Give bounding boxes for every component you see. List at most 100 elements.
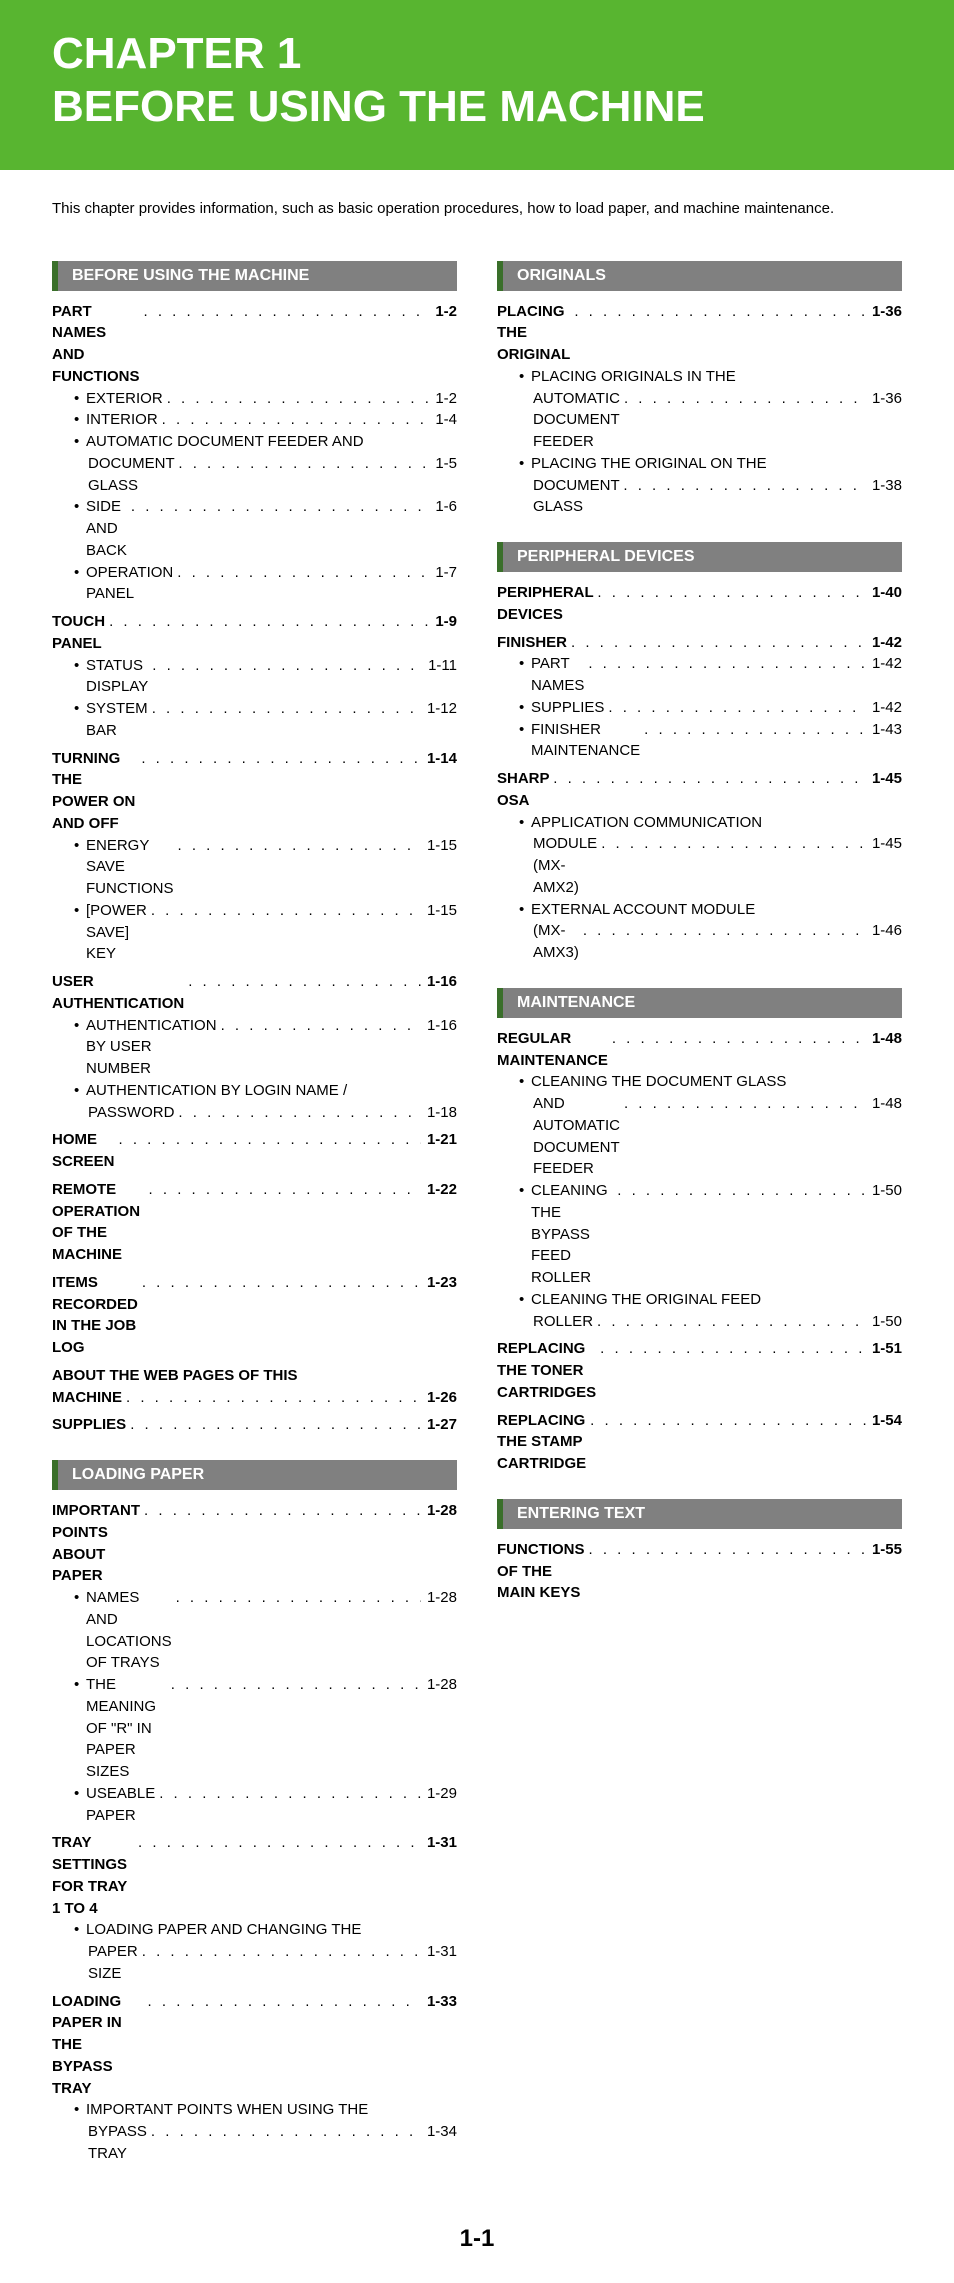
toc-sub-entry[interactable]: •[POWER SAVE] KEY. . . . . . . . . . . .…	[52, 900, 457, 965]
toc-sub-entry[interactable]: •PLACING THE ORIGINAL ON THE	[497, 453, 902, 475]
toc-sub-entry[interactable]: •INTERIOR. . . . . . . . . . . . . . . .…	[52, 409, 457, 431]
toc-sub-entry[interactable]: •STATUS DISPLAY. . . . . . . . . . . . .…	[52, 655, 457, 699]
toc-top-entry[interactable]: SUPPLIES. . . . . . . . . . . . . . . . …	[52, 1414, 457, 1436]
bullet-icon: •	[74, 835, 86, 857]
toc-top-entry[interactable]: PLACING THE ORIGINAL. . . . . . . . . . …	[497, 301, 902, 366]
leader-dots: . . . . . . . . . . . . . . . . . . . . …	[620, 1093, 866, 1115]
toc-page: 1-46	[866, 920, 902, 942]
toc-page: 1-11	[422, 655, 457, 677]
leader-dots: . . . . . . . . . . . . . . . . . . . . …	[174, 1102, 421, 1124]
toc-sub-entry[interactable]: •SYSTEM BAR. . . . . . . . . . . . . . .…	[52, 698, 457, 742]
bullet-icon: •	[74, 409, 86, 431]
toc-label: SUPPLIES	[531, 697, 604, 719]
toc-left-column: BEFORE USING THE MACHINEPART NAMES AND F…	[52, 237, 457, 2165]
toc-label: IMPORTANT POINTS WHEN USING THE	[86, 2099, 368, 2121]
toc-page: 1-29	[421, 1783, 457, 1805]
toc-sub-entry[interactable]: BYPASS TRAY. . . . . . . . . . . . . . .…	[52, 2121, 457, 2165]
toc-sub-entry[interactable]: •AUTHENTICATION BY LOGIN NAME /	[52, 1080, 457, 1102]
toc-top-entry[interactable]: ITEMS RECORDED IN THE JOB LOG. . . . . .…	[52, 1272, 457, 1359]
toc-sub-entry[interactable]: DOCUMENT GLASS. . . . . . . . . . . . . …	[497, 475, 902, 519]
toc-top-entry[interactable]: SHARP OSA. . . . . . . . . . . . . . . .…	[497, 768, 902, 812]
leader-dots: . . . . . . . . . . . . . . . . . . . . …	[586, 1410, 866, 1432]
leader-dots: . . . . . . . . . . . . . . . . . . . . …	[105, 611, 429, 633]
toc-sub-entry[interactable]: ROLLER. . . . . . . . . . . . . . . . . …	[497, 1311, 902, 1333]
toc-top-entry[interactable]: REMOTE OPERATION OF THE MACHINE. . . . .…	[52, 1179, 457, 1266]
toc-top-entry[interactable]: FUNCTIONS OF THE MAIN KEYS. . . . . . . …	[497, 1539, 902, 1604]
toc-top-entry[interactable]: REPLACING THE STAMP CARTRIDGE. . . . . .…	[497, 1410, 902, 1475]
toc-sub-entry[interactable]: •EXTERIOR. . . . . . . . . . . . . . . .…	[52, 388, 457, 410]
toc-sub-entry[interactable]: •NAMES AND LOCATIONS OF TRAYS. . . . . .…	[52, 1587, 457, 1674]
section-heading: ORIGINALS	[497, 261, 902, 291]
leader-dots: . . . . . . . . . . . . . . . . . . . . …	[137, 748, 421, 770]
bullet-icon: •	[74, 1587, 86, 1609]
toc-label: PASSWORD	[88, 1102, 174, 1124]
toc-sub-entry[interactable]: •CLEANING THE DOCUMENT GLASS	[497, 1071, 902, 1093]
leader-dots: . . . . . . . . . . . . . . . . . . . . …	[173, 835, 420, 857]
toc-top-entry[interactable]: PERIPHERAL DEVICES. . . . . . . . . . . …	[497, 582, 902, 626]
toc-top-entry[interactable]: TURNING THE POWER ON AND OFF. . . . . . …	[52, 748, 457, 835]
toc-sub-entry[interactable]: AUTOMATIC DOCUMENT FEEDER. . . . . . . .…	[497, 388, 902, 453]
toc-label: [POWER SAVE] KEY	[86, 900, 147, 965]
toc-top-entry[interactable]: PART NAMES AND FUNCTIONS. . . . . . . . …	[52, 301, 457, 388]
toc-top-entry[interactable]: LOADING PAPER IN THE BYPASS TRAY. . . . …	[52, 1991, 457, 2100]
bullet-icon: •	[74, 388, 86, 410]
toc-sub-entry[interactable]: •FINISHER MAINTENANCE. . . . . . . . . .…	[497, 719, 902, 763]
toc-top-entry[interactable]: ABOUT THE WEB PAGES OF THIS	[52, 1365, 457, 1387]
toc-sub-entry[interactable]: •ENERGY SAVE FUNCTIONS. . . . . . . . . …	[52, 835, 457, 900]
bullet-icon: •	[74, 698, 86, 720]
toc-top-entry[interactable]: TRAY SETTINGS FOR TRAY 1 TO 4. . . . . .…	[52, 1832, 457, 1919]
toc-sub-entry[interactable]: •LOADING PAPER AND CHANGING THE	[52, 1919, 457, 1941]
toc-label: AUTHENTICATION BY USER NUMBER	[86, 1015, 217, 1080]
toc-top-entry[interactable]: HOME SCREEN. . . . . . . . . . . . . . .…	[52, 1129, 457, 1173]
leader-dots: . . . . . . . . . . . . . . . . . . . . …	[148, 698, 421, 720]
toc-top-entry[interactable]: REGULAR MAINTENANCE. . . . . . . . . . .…	[497, 1028, 902, 1072]
toc-top-entry[interactable]: FINISHER. . . . . . . . . . . . . . . . …	[497, 632, 902, 654]
toc-label: FUNCTIONS OF THE MAIN KEYS	[497, 1539, 585, 1604]
toc-label: TRAY SETTINGS FOR TRAY 1 TO 4	[52, 1832, 134, 1919]
toc-page: 1-31	[421, 1941, 457, 1963]
toc-sub-entry[interactable]: •THE MEANING OF "R" IN PAPER SIZES. . . …	[52, 1674, 457, 1783]
toc-sub-entry[interactable]: •IMPORTANT POINTS WHEN USING THE	[52, 2099, 457, 2121]
leader-dots: . . . . . . . . . . . . . . . . . . . . …	[140, 1500, 421, 1522]
toc-sub-entry[interactable]: •USEABLE PAPER. . . . . . . . . . . . . …	[52, 1783, 457, 1827]
toc-sub-entry[interactable]: •OPERATION PANEL. . . . . . . . . . . . …	[52, 562, 457, 606]
toc-top-entry[interactable]: MACHINE. . . . . . . . . . . . . . . . .…	[52, 1387, 457, 1409]
bullet-icon: •	[74, 1674, 86, 1696]
toc-page: 1-51	[866, 1338, 902, 1360]
toc-sub-entry[interactable]: •AUTOMATIC DOCUMENT FEEDER AND	[52, 431, 457, 453]
toc-top-entry[interactable]: IMPORTANT POINTS ABOUT PAPER. . . . . . …	[52, 1500, 457, 1587]
bullet-icon: •	[74, 655, 86, 677]
toc-label: SHARP OSA	[497, 768, 549, 812]
toc-sub-entry[interactable]: •PLACING ORIGINALS IN THE	[497, 366, 902, 388]
toc-sub-entry[interactable]: •CLEANING THE ORIGINAL FEED	[497, 1289, 902, 1311]
toc-sub-entry[interactable]: •APPLICATION COMMUNICATION	[497, 812, 902, 834]
toc-sub-entry[interactable]: AND AUTOMATIC DOCUMENT FEEDER. . . . . .…	[497, 1093, 902, 1180]
toc-top-entry[interactable]: REPLACING THE TONER CARTRIDGES. . . . . …	[497, 1338, 902, 1403]
leader-dots: . . . . . . . . . . . . . . . . . . . . …	[155, 1783, 421, 1805]
toc-label: EXTERIOR	[86, 388, 163, 410]
toc-sub-entry[interactable]: •AUTHENTICATION BY USER NUMBER. . . . . …	[52, 1015, 457, 1080]
leader-dots: . . . . . . . . . . . . . . . . . . . . …	[579, 920, 866, 942]
toc-sub-entry[interactable]: •CLEANING THE BYPASS FEED ROLLER. . . . …	[497, 1180, 902, 1289]
toc-sub-entry[interactable]: PASSWORD. . . . . . . . . . . . . . . . …	[52, 1102, 457, 1124]
leader-dots: . . . . . . . . . . . . . . . . . . . . …	[126, 1414, 421, 1436]
toc-page: 1-34	[421, 2121, 457, 2143]
toc-sub-entry[interactable]: (MX-AMX3). . . . . . . . . . . . . . . .…	[497, 920, 902, 964]
toc-top-entry[interactable]: TOUCH PANEL. . . . . . . . . . . . . . .…	[52, 611, 457, 655]
toc-sub-entry[interactable]: •EXTERNAL ACCOUNT MODULE	[497, 899, 902, 921]
toc-sub-entry[interactable]: •SUPPLIES. . . . . . . . . . . . . . . .…	[497, 697, 902, 719]
leader-dots: . . . . . . . . . . . . . . . . . . . . …	[620, 388, 866, 410]
leader-dots: . . . . . . . . . . . . . . . . . . . . …	[604, 697, 866, 719]
toc-sub-entry[interactable]: •PART NAMES. . . . . . . . . . . . . . .…	[497, 653, 902, 697]
toc-page: 1-42	[866, 697, 902, 719]
toc-sub-entry[interactable]: DOCUMENT GLASS. . . . . . . . . . . . . …	[52, 453, 457, 497]
toc-label: OPERATION PANEL	[86, 562, 173, 606]
toc-top-entry[interactable]: USER AUTHENTICATION. . . . . . . . . . .…	[52, 971, 457, 1015]
leader-dots: . . . . . . . . . . . . . . . . . . . . …	[593, 582, 866, 604]
toc-label: ROLLER	[533, 1311, 593, 1333]
toc-sub-entry[interactable]: PAPER SIZE. . . . . . . . . . . . . . . …	[52, 1941, 457, 1985]
toc-sub-entry[interactable]: •SIDE AND BACK. . . . . . . . . . . . . …	[52, 496, 457, 561]
toc-sub-entry[interactable]: MODULE (MX-AMX2). . . . . . . . . . . . …	[497, 833, 902, 898]
toc-label: THE MEANING OF "R" IN PAPER SIZES	[86, 1674, 167, 1783]
bullet-icon: •	[74, 900, 86, 922]
